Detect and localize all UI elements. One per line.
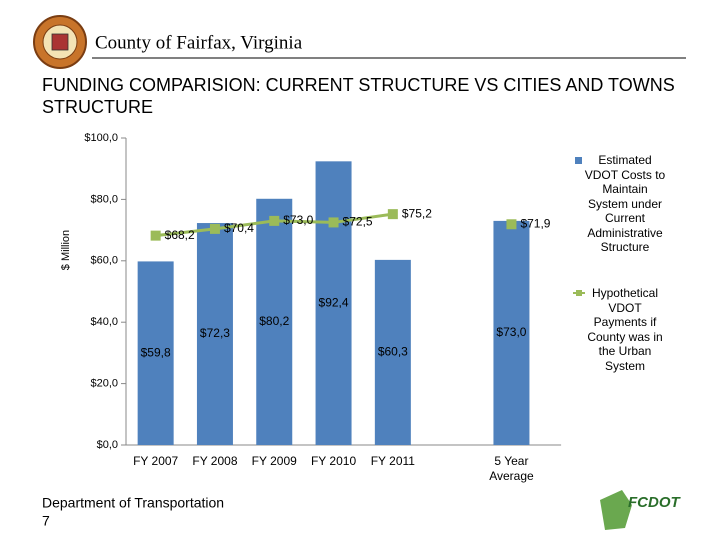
legend-swatch [576, 290, 582, 296]
line-value-label: $71,9 [520, 216, 550, 230]
org-name: County of Fairfax, Virginia [95, 32, 303, 53]
line-marker [150, 230, 161, 241]
page-number: 7 [42, 513, 50, 529]
fcdot-logo: FCDOT [600, 490, 681, 530]
y-tick-label: $80,0 [90, 193, 118, 205]
bar-value-label: $60,3 [378, 345, 408, 359]
chart-title: FUNDING COMPARISION: CURRENT STRUCTURE V… [42, 75, 675, 117]
line-marker [387, 209, 398, 220]
line-value-label: $72,5 [343, 215, 373, 229]
y-tick-label: $100,0 [84, 132, 118, 144]
logo-text: FCDOT [628, 494, 681, 511]
bar-value-label: $80,2 [259, 314, 289, 328]
line-marker [209, 223, 220, 234]
bar [374, 259, 411, 445]
line-value-label: $73,0 [283, 213, 313, 227]
bar-value-label: $92,4 [319, 295, 349, 309]
bar [493, 220, 530, 445]
bar [315, 161, 352, 445]
legend-entry: Hypothetical VDOT Payments if County was… [587, 286, 663, 373]
x-tick-label: FY 2008 [192, 454, 237, 468]
bar [256, 198, 293, 445]
x-tick-label: FY 2010 [311, 454, 356, 468]
x-tick-label: 5 Year Average [489, 454, 534, 483]
line-marker [328, 217, 339, 228]
y-axis-label: $ Million [60, 230, 72, 270]
footer-department: Department of Transportation [42, 495, 224, 511]
line-marker [506, 219, 517, 230]
y-tick-label: $60,0 [90, 255, 118, 267]
x-tick-label: FY 2011 [371, 454, 416, 468]
line-value-label: $68,2 [165, 228, 195, 242]
bar [137, 261, 174, 445]
y-tick-label: $0,0 [97, 439, 118, 451]
county-seal [33, 15, 87, 69]
line-value-label: $70,4 [224, 221, 254, 235]
legend-entry: Estimated VDOT Costs to Maintain System … [584, 153, 666, 254]
x-tick-label: FY 2009 [252, 454, 297, 468]
x-tick-label: FY 2007 [133, 454, 178, 468]
bar-value-label: $72,3 [200, 326, 230, 340]
y-tick-label: $40,0 [90, 316, 118, 328]
y-tick-label: $20,0 [90, 378, 118, 390]
line-value-label: $75,2 [402, 206, 432, 220]
line-marker [269, 215, 280, 226]
legend-swatch [575, 157, 582, 164]
bar [196, 223, 233, 445]
bar-value-label: $59,8 [141, 345, 171, 359]
bar-value-label: $73,0 [496, 325, 526, 339]
